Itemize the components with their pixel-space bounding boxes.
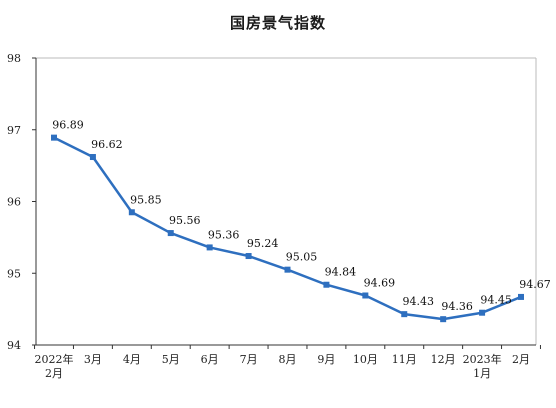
series-line <box>53 136 522 321</box>
data-point-marker <box>518 293 524 300</box>
x-tick-label: 8月 <box>279 353 297 366</box>
chart-title: 国房景气指数 <box>229 14 326 32</box>
y-tick-label: 95 <box>7 267 21 280</box>
x-tick-label-line: 7月 <box>240 353 258 366</box>
x-tick-label: 2022年 2月 <box>35 352 74 380</box>
x-tick-label-line: 2月 <box>512 353 530 366</box>
y-tick-label: 96 <box>7 196 21 209</box>
data-label: 96.89 <box>52 119 84 132</box>
x-tick-label: 5月 <box>162 353 180 366</box>
x-tick-label: 12月 <box>431 353 456 366</box>
data-label: 94.43 <box>403 295 435 308</box>
data-point-marker <box>128 209 135 216</box>
data-label: 95.36 <box>208 228 240 241</box>
data-point-marker <box>362 292 369 299</box>
x-tick-label: 4月 <box>123 353 141 366</box>
x-tick-label: 2月 <box>512 353 530 366</box>
data-point-marker <box>89 154 96 161</box>
x-tick-label-line: 1月 <box>473 367 491 380</box>
x-tick-label: 9月 <box>317 353 335 366</box>
x-tick-label-line: 12月 <box>431 353 456 366</box>
data-point-marker <box>245 253 252 260</box>
x-tick-label-line: 10月 <box>353 353 378 366</box>
data-label: 94.45 <box>480 294 512 307</box>
data-label: 95.56 <box>169 214 201 227</box>
x-tick-label-line: 2022年 <box>35 352 74 366</box>
x-tick-label: 11月 <box>392 353 417 366</box>
x-tick-label-line: 9月 <box>317 353 335 366</box>
x-tick-label: 6月 <box>201 353 219 366</box>
data-label: 95.05 <box>286 251 318 264</box>
data-point-marker <box>323 281 330 288</box>
y-tick-label: 97 <box>7 124 21 137</box>
x-tick-label-line: 2023年 <box>463 352 502 366</box>
x-tick-label: 3月 <box>84 353 102 366</box>
data-label: 95.24 <box>247 237 279 250</box>
y-tick-label: 98 <box>7 52 21 65</box>
x-tick-label-line: 11月 <box>392 353 417 366</box>
data-label: 94.36 <box>441 300 473 313</box>
x-tick-label: 10月 <box>353 353 378 366</box>
data-label: 95.85 <box>130 193 162 206</box>
x-tick-label-line: 8月 <box>279 353 297 366</box>
data-point-marker <box>206 244 213 251</box>
data-point-marker <box>284 266 291 273</box>
data-label: 94.84 <box>325 266 357 279</box>
x-tick-label-line: 6月 <box>201 353 219 366</box>
y-tick-label: 94 <box>7 339 21 352</box>
data-label: 94.69 <box>364 276 396 289</box>
x-tick-label-line: 5月 <box>162 353 180 366</box>
data-point-marker <box>479 309 486 316</box>
x-tick-label-line: 4月 <box>123 353 141 366</box>
x-tick-label: 7月 <box>240 353 258 366</box>
data-point-marker <box>401 311 408 318</box>
data-point-marker <box>440 316 447 323</box>
x-tick-label: 2023年 1月 <box>463 352 502 380</box>
x-tick-label-line: 2月 <box>45 367 63 380</box>
data-label: 96.62 <box>91 138 123 151</box>
x-tick-label-line: 3月 <box>84 353 102 366</box>
data-point-marker <box>51 134 57 141</box>
data-point-marker <box>167 230 174 237</box>
data-label: 94.67 <box>519 278 551 291</box>
